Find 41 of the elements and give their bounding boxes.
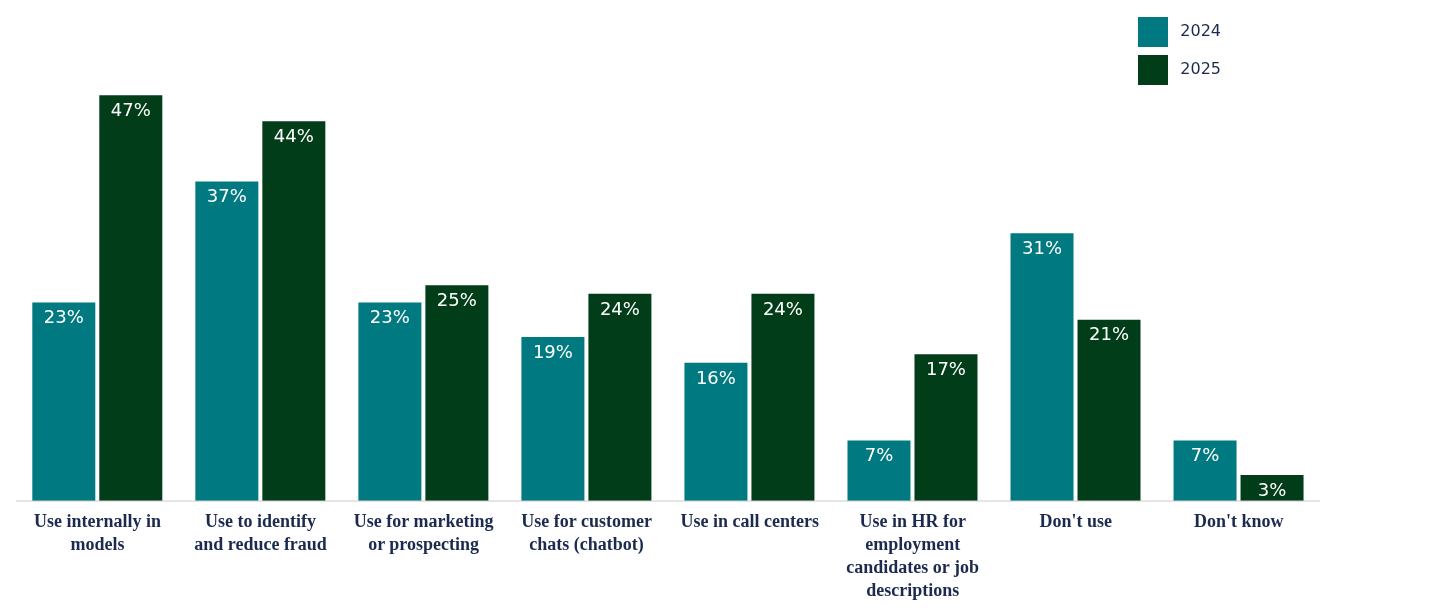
data-label: 47%	[110, 99, 151, 121]
bar	[1010, 233, 1074, 501]
bar	[99, 95, 163, 501]
bar	[425, 285, 489, 501]
bar	[195, 181, 259, 501]
data-label: 31%	[1022, 237, 1063, 259]
data-label: 37%	[206, 185, 247, 207]
x-tick-label: Use internally in models	[34, 511, 162, 554]
data-label: 7%	[864, 444, 894, 466]
bar	[847, 440, 911, 501]
bar	[1173, 440, 1237, 501]
bar	[1077, 319, 1141, 501]
bar	[32, 302, 96, 501]
legend-label: 2025	[1180, 59, 1221, 78]
bar	[588, 293, 652, 501]
data-label: 17%	[925, 358, 966, 380]
x-tick-label: Use for customer chats (chatbot)	[521, 511, 652, 555]
x-tick-label: Don't use	[1039, 511, 1112, 531]
bar	[751, 293, 815, 501]
bar	[358, 302, 422, 501]
bar	[262, 121, 326, 501]
data-label: 44%	[273, 124, 314, 146]
data-label: 25%	[436, 288, 477, 310]
data-label: 19%	[532, 340, 573, 362]
data-label: 23%	[43, 306, 84, 328]
data-label: 3%	[1257, 478, 1287, 500]
data-label: 16%	[695, 366, 736, 388]
x-tick-label: Don't know	[1194, 511, 1284, 531]
data-label: 24%	[599, 297, 640, 319]
data-label: 7%	[1190, 444, 1220, 466]
bar	[684, 362, 748, 501]
legend-label: 2024	[1180, 21, 1221, 40]
x-tick-label: Use in call centers	[680, 511, 819, 531]
bar	[521, 336, 585, 501]
data-label: 24%	[762, 297, 803, 319]
x-tick-label: Use to identify and reduce fraud	[194, 511, 327, 554]
x-tick-label: Use for marketing or prospecting	[353, 511, 494, 554]
data-label: 21%	[1089, 323, 1130, 345]
data-label: 23%	[369, 306, 410, 328]
x-tick-label: Use in HR for employment candidates or job descriptions	[846, 511, 980, 600]
bar	[914, 354, 978, 501]
